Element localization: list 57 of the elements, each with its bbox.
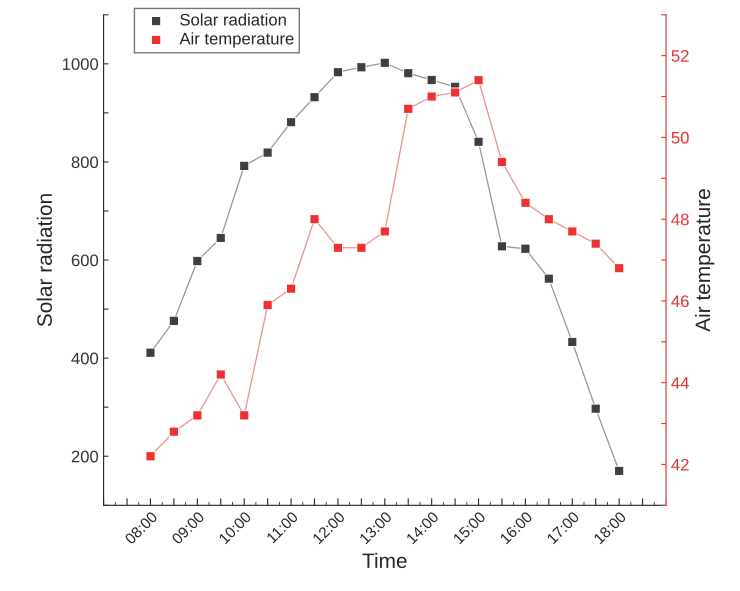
point — [333, 67, 343, 78]
y2-tick-label: 50 — [672, 132, 689, 144]
point — [146, 348, 156, 358]
point — [262, 148, 273, 158]
point — [497, 241, 507, 252]
point — [614, 263, 624, 274]
point — [216, 370, 226, 380]
point — [590, 404, 601, 414]
point — [426, 75, 437, 85]
point — [356, 242, 366, 253]
point — [590, 238, 601, 249]
point — [474, 75, 484, 86]
point — [403, 104, 414, 114]
point — [520, 198, 530, 208]
y2-tick-label: 48 — [671, 214, 689, 226]
y2-tick-label: 44 — [671, 377, 689, 389]
point — [426, 92, 437, 102]
point — [310, 92, 320, 102]
y2-tick-label: 42 — [671, 458, 689, 470]
point — [544, 274, 554, 284]
point — [239, 410, 250, 420]
point — [497, 157, 507, 167]
y2-tick-label: 46 — [671, 295, 689, 308]
y-axis-title: Solar radiation — [36, 194, 52, 326]
point — [192, 256, 202, 266]
point — [310, 214, 320, 224]
point — [450, 88, 460, 98]
y-tick-label: 200 — [72, 450, 98, 462]
legend-label: Air temperature — [179, 32, 294, 48]
point — [216, 233, 226, 243]
y-tick-label: 400 — [71, 352, 98, 364]
point — [520, 244, 530, 254]
point — [544, 214, 554, 224]
y-tick-label: 600 — [72, 254, 98, 266]
point — [380, 58, 390, 68]
point — [380, 226, 390, 236]
point — [286, 117, 296, 128]
point — [403, 68, 414, 78]
point — [614, 466, 624, 476]
point — [168, 426, 179, 437]
point — [567, 226, 578, 236]
point — [239, 160, 250, 171]
point — [192, 410, 202, 420]
point — [333, 242, 343, 253]
y2-axis-title: Air temperature — [694, 189, 714, 332]
y-tick-label: 800 — [72, 156, 98, 168]
point — [146, 451, 156, 462]
point — [168, 316, 179, 326]
x-axis-title: Time — [362, 552, 407, 568]
point — [356, 62, 366, 72]
point — [474, 136, 484, 147]
legend-label: Solar radiation — [180, 13, 286, 26]
point — [567, 337, 578, 347]
point — [262, 300, 273, 310]
y-tick-label: 1000 — [62, 58, 98, 70]
y2-tick-label: 52 — [672, 50, 689, 62]
point — [286, 284, 296, 294]
